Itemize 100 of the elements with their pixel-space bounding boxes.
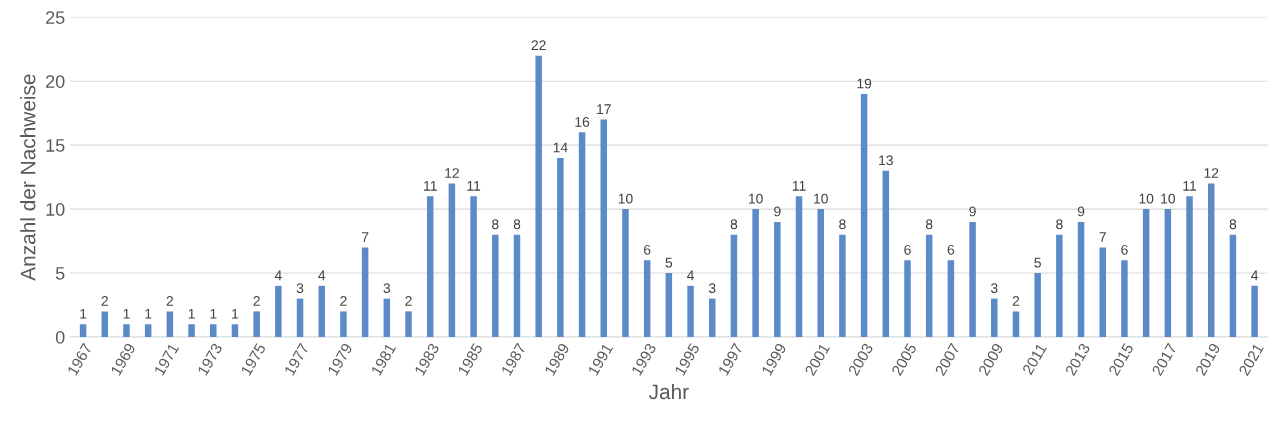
data-label: 5 (1034, 257, 1041, 268)
data-label: 3 (296, 283, 304, 294)
bar (492, 234, 499, 337)
bar (144, 324, 152, 337)
data-label: 9 (1077, 206, 1085, 217)
bar (101, 311, 109, 337)
bar (904, 260, 911, 337)
y-axis-title: Anzahl der Nachweise (20, 74, 36, 281)
bar (361, 247, 369, 337)
y-tick-label: 0 (55, 330, 65, 344)
bar (1121, 260, 1128, 337)
bar (1251, 285, 1258, 337)
data-label: 10 (748, 193, 763, 204)
data-label: 6 (904, 244, 911, 255)
bar (166, 311, 174, 337)
data-label: 19 (857, 78, 872, 89)
y-tick-label: 20 (46, 75, 65, 88)
bar (730, 234, 738, 337)
data-label: 4 (318, 270, 326, 281)
bar (1077, 221, 1085, 337)
bar (253, 311, 260, 337)
bar (860, 94, 868, 337)
bar (123, 324, 130, 337)
bar (318, 285, 325, 337)
bar (643, 260, 651, 337)
data-label: 8 (492, 219, 499, 230)
data-label: 2 (101, 296, 108, 306)
bar (557, 157, 564, 337)
y-tick-label: 5 (55, 267, 65, 280)
y-tick-label: 15 (46, 139, 65, 152)
data-label: 12 (1204, 168, 1219, 178)
bar (882, 170, 890, 337)
data-label: 2 (405, 296, 412, 306)
data-label: 1 (80, 308, 87, 319)
bar (752, 209, 759, 337)
bar (188, 324, 195, 337)
bar (817, 209, 824, 337)
data-label: 7 (361, 232, 369, 242)
data-label: 11 (792, 181, 806, 191)
bar (925, 234, 933, 337)
data-label: 4 (274, 270, 282, 281)
data-label: 6 (947, 244, 955, 255)
y-tick-label: 25 (46, 11, 65, 24)
data-label: 8 (1229, 219, 1237, 230)
data-label: 11 (424, 181, 437, 191)
bar (513, 234, 521, 337)
data-label: 2 (253, 296, 260, 306)
data-label: 9 (969, 206, 976, 217)
data-label: 4 (1251, 270, 1259, 281)
data-label: 10 (1139, 193, 1154, 204)
data-label: 16 (575, 117, 590, 127)
bar (600, 119, 608, 337)
bar (774, 221, 781, 337)
data-label: 12 (445, 168, 459, 178)
data-label: 14 (553, 142, 568, 153)
bar (535, 55, 542, 337)
data-label: 10 (1161, 193, 1176, 204)
bar (470, 196, 477, 337)
bar (839, 234, 846, 337)
bar (426, 196, 434, 337)
bar (210, 324, 217, 337)
data-label: 10 (814, 193, 828, 204)
data-label: 8 (839, 219, 846, 230)
bar (1056, 234, 1063, 337)
data-label: 5 (665, 257, 673, 268)
bar (622, 209, 629, 337)
bar (296, 298, 304, 337)
bar (708, 298, 716, 337)
bar (340, 311, 347, 337)
data-label: 3 (383, 283, 391, 294)
bar (969, 221, 976, 337)
bar (383, 298, 391, 337)
data-label: 8 (513, 219, 521, 230)
data-label: 13 (879, 155, 893, 166)
data-label: 1 (188, 308, 195, 319)
data-label: 17 (597, 104, 611, 114)
data-label: 10 (618, 193, 633, 204)
data-label: 3 (708, 283, 716, 294)
data-label: 6 (644, 244, 651, 255)
x-axis-title: Jahr (648, 383, 689, 400)
bar (665, 273, 673, 337)
data-label: 8 (925, 219, 933, 230)
bar (1186, 196, 1193, 337)
data-label: 4 (687, 270, 694, 281)
y-tick-label: 10 (46, 203, 65, 216)
bar (1034, 273, 1041, 337)
data-label: 1 (145, 308, 152, 319)
data-label: 22 (531, 40, 546, 50)
data-label: 1 (210, 308, 217, 319)
bar (1229, 234, 1237, 337)
bar (275, 285, 282, 337)
bar (687, 285, 694, 337)
bar (947, 260, 955, 337)
data-label: 1 (232, 308, 239, 319)
data-label: 9 (774, 206, 781, 217)
bar (231, 324, 239, 337)
bar (795, 196, 803, 337)
data-label: 7 (1099, 232, 1106, 242)
bar (991, 298, 998, 337)
bar (1012, 311, 1020, 337)
